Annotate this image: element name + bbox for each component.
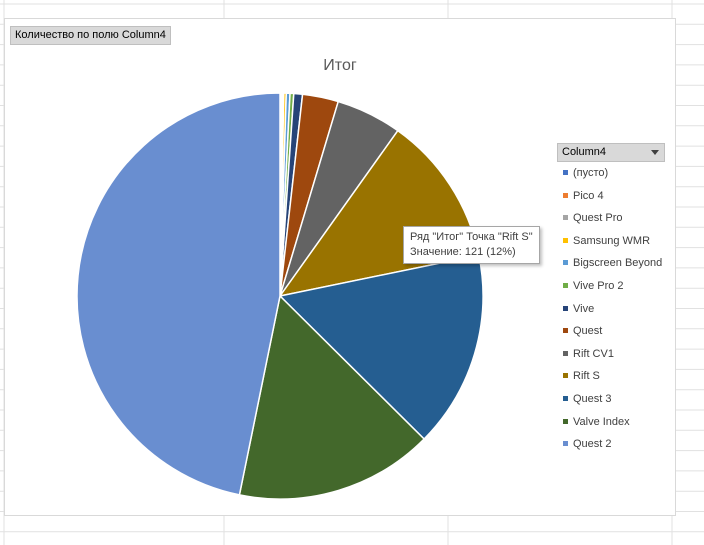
legend-swatch — [563, 215, 568, 221]
pie-slice-quest-3[interactable] — [278, 254, 484, 441]
tooltip-line2: Значение: 121 (12%) — [410, 246, 516, 258]
legend-swatch — [563, 170, 568, 175]
legend-swatch — [563, 373, 568, 379]
legend-swatch — [563, 192, 568, 198]
legend-swatch — [563, 441, 568, 447]
legend-item[interactable]: Vive Pro 2 — [557, 275, 667, 298]
legend-filter-button[interactable]: Column4 — [557, 143, 665, 162]
legend-item[interactable]: Samsung WMR — [557, 230, 667, 253]
legend-item[interactable]: Rift CV1 — [557, 343, 667, 366]
legend-label: Bigscreen Beyond — [573, 257, 663, 270]
legend-item[interactable]: Valve Index — [557, 411, 667, 434]
legend-item[interactable]: Quest Pro — [557, 207, 667, 230]
legend-label: Samsung WMR — [573, 234, 651, 247]
legend-items: (пусто) Pico 4 Quest Pro Samsung WMR Bigscre… — [557, 162, 667, 456]
legend-item[interactable]: Quest 2 — [557, 433, 667, 456]
legend-label: Rift CV1 — [573, 347, 614, 360]
legend-label: (пусто) — [573, 167, 609, 179]
legend-item[interactable]: Bigscreen Beyond — [557, 252, 667, 275]
legend-label: Quest Pro — [573, 212, 623, 225]
legend-swatch — [563, 237, 568, 243]
pie-slice-valve-index[interactable] — [238, 294, 426, 500]
pie-slice-quest-2[interactable] — [76, 92, 281, 496]
legend: Column4 (пусто) Pico 4 Quest Pro Samsung WM… — [557, 143, 667, 456]
legend-swatch — [563, 418, 568, 424]
legend-label: Vive Pro 2 — [573, 279, 624, 292]
dropdown-arrow-icon[interactable] — [651, 150, 659, 155]
legend-item[interactable]: Quest 3 — [557, 388, 667, 411]
tooltip-line1: Ряд "Итог" Точка "Rift S" — [410, 231, 533, 243]
legend-swatch — [563, 282, 568, 288]
legend-label: Rift S — [573, 370, 600, 383]
legend-label: Vive — [573, 302, 595, 315]
legend-label: Quest — [573, 325, 603, 338]
legend-item[interactable]: Vive — [557, 298, 667, 321]
legend-header-label: Column4 — [562, 146, 607, 158]
legend-swatch — [563, 395, 568, 401]
legend-swatch — [563, 260, 568, 266]
legend-swatch — [563, 305, 568, 311]
legend-label: Quest 3 — [573, 392, 612, 405]
legend-label: Quest 2 — [573, 438, 612, 451]
legend-item[interactable]: Pico 4 — [557, 185, 667, 208]
legend-item[interactable]: Rift S — [557, 365, 667, 388]
legend-item[interactable]: Quest — [557, 320, 667, 343]
tooltip: Ряд "Итог" Точка "Rift S" Значение: 121 … — [403, 226, 540, 264]
legend-label: Valve Index — [573, 415, 630, 428]
field-button[interactable]: Количество по полю Column4 — [10, 26, 171, 45]
legend-label: Pico 4 — [573, 189, 604, 202]
legend-item[interactable]: (пусто) — [557, 162, 667, 185]
legend-swatch — [563, 350, 568, 356]
chart-title: Итог — [323, 57, 357, 74]
legend-swatch — [563, 328, 568, 334]
